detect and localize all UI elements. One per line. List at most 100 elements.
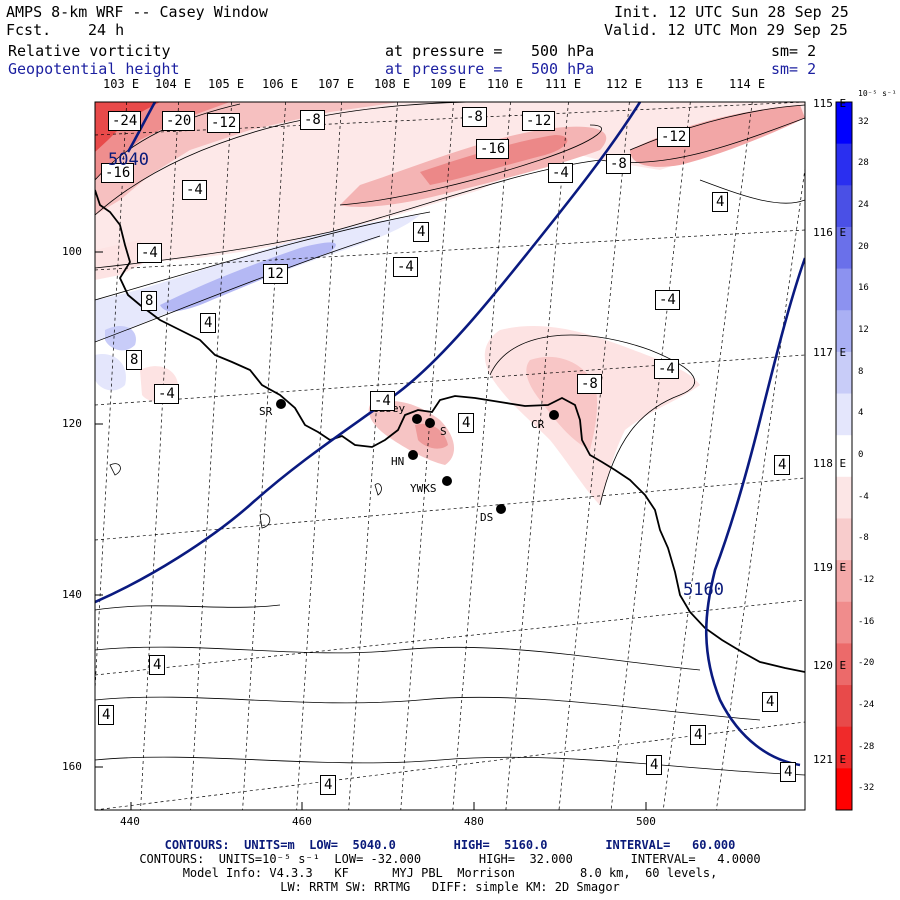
lon-label: 106 E: [262, 77, 299, 91]
smoothing-1: sm= 2: [771, 42, 817, 60]
contour-label: -4: [655, 290, 680, 310]
colorbar-level-label: 0: [858, 450, 864, 460]
colorbar-level-label: 12: [858, 325, 869, 336]
contour-label: -4: [393, 257, 418, 277]
colorbar-level-label: -4: [858, 491, 869, 502]
colorbar-swatch: [836, 393, 852, 436]
colorbar-swatch: [836, 143, 852, 186]
contour-label: 4: [320, 775, 337, 795]
contour-label: 4: [690, 725, 707, 745]
lon-label: 104 E: [155, 77, 192, 91]
valid-time: Valid. 12 UTC Mon 29 Sep 25: [604, 21, 848, 39]
contour-label: -8: [300, 110, 325, 130]
contour-label: 4: [762, 692, 779, 712]
colorbar-swatch: [836, 685, 852, 728]
contour-label: 4: [646, 755, 663, 775]
colorbar-swatch: [836, 518, 852, 561]
vorticity-pos-shade: [95, 354, 126, 391]
lon-label: 114 E: [729, 77, 766, 91]
lat-label: 140: [62, 588, 82, 601]
contour-label: -16: [101, 163, 135, 183]
colorbar-level-label: 16: [858, 283, 869, 294]
init-time: Init. 12 UTC Sun 28 Sep 25: [614, 3, 849, 21]
station-marker: [442, 476, 452, 486]
contour-label: -12: [657, 127, 691, 147]
colorbar-swatch: [836, 601, 852, 644]
contour-label: -24: [108, 111, 142, 131]
lat-label: 100: [62, 245, 82, 258]
contour-label: 4: [413, 222, 430, 242]
colorbar-swatch: [836, 726, 852, 769]
latlon-grid: [95, 102, 805, 810]
right-lon-label: 121 E: [813, 753, 847, 766]
contour-label: 8: [141, 291, 158, 311]
right-lon-label: 120 E: [813, 659, 847, 672]
lon-label: 113 E: [667, 77, 704, 91]
contour-label: 4: [149, 655, 166, 675]
colorbar-swatch: [836, 102, 852, 145]
map-fields: [95, 102, 805, 810]
station-label-sr: SR: [259, 405, 273, 418]
colorbar-swatch: [836, 643, 852, 686]
colorbar-level-label: -20: [858, 658, 875, 669]
station-markers: [276, 399, 559, 514]
lon-label: 110 E: [487, 77, 524, 91]
pressure-label-2: at pressure =: [385, 60, 503, 78]
station-label-hn: HN: [391, 455, 405, 468]
station-label-ywks: YWKS: [410, 482, 437, 495]
colorbar-swatch: [836, 435, 852, 478]
footer-model-info: Model Info: V4.3.3 KF MYJ PBL Morrison 8…: [182, 866, 718, 880]
colorbar-level-label: -32: [858, 783, 875, 794]
colorbar-frame: [835, 101, 853, 811]
right-lon-label: 116 E: [813, 226, 847, 239]
colorbar-level-label: 28: [858, 158, 869, 169]
right-lon-label: 118 E: [813, 457, 847, 470]
pressure-label-1: at pressure =: [385, 42, 503, 60]
contour-label: 4: [200, 313, 217, 333]
colorbar-level-label: -12: [858, 574, 875, 585]
colorbar: [835, 101, 853, 811]
contour-label: 4: [458, 413, 475, 433]
x-tick-label: 480: [464, 815, 484, 828]
field-geopotential: Geopotential height: [8, 60, 180, 78]
vorticity-neg-shade: [95, 240, 150, 280]
contour-label: -20: [162, 111, 196, 131]
contour-label: -16: [476, 139, 510, 159]
contour-label: -12: [207, 113, 241, 133]
x-tick-label: 500: [636, 815, 656, 828]
vorticity-neg-shade: [368, 400, 455, 465]
colorbar-level-label: -16: [858, 616, 875, 627]
field-vorticity: Relative vorticity: [8, 42, 171, 60]
contour-label: 8: [126, 350, 143, 370]
smoothing-2: sm= 2: [771, 60, 817, 78]
colorbar-level-label: 24: [858, 200, 869, 211]
station-marker: [276, 399, 286, 409]
forecast-label: Fcst.: [6, 21, 52, 39]
colorbar-swatch: [836, 185, 852, 228]
vorticity-neg-shade: [415, 423, 448, 449]
station-marker: [496, 504, 506, 514]
axis-ticks: [95, 251, 647, 810]
colorbar-level-label: 20: [858, 241, 869, 252]
colorbar-swatch: [836, 476, 852, 519]
colorbar-swatch: [836, 226, 852, 270]
footer-physics-info: LW: RRTM SW: RRTMG DIFF: simple KM: 2D S…: [280, 880, 620, 894]
station-label-ds: DS: [480, 511, 494, 524]
right-lon-label: 117 E: [813, 346, 847, 359]
vorticity-pos-shade: [105, 325, 136, 351]
station-marker: [549, 410, 559, 420]
contour-label: -4: [154, 384, 179, 404]
contour-label: 4: [712, 192, 729, 212]
contour-label: -12: [522, 111, 556, 131]
right-lon-label: 115 E: [813, 97, 847, 110]
contour-label: 4: [98, 705, 115, 725]
forecast-hours: 24 h: [88, 21, 125, 39]
contour-label: -4: [370, 391, 395, 411]
contour-label: -4: [182, 180, 207, 200]
lon-label: 105 E: [208, 77, 245, 91]
contour-label: -4: [548, 163, 573, 183]
lon-label: 112 E: [606, 77, 643, 91]
contour-label: -8: [462, 107, 487, 127]
colorbar-swatch: [836, 351, 852, 395]
height-label-5040: 5040: [108, 150, 149, 170]
